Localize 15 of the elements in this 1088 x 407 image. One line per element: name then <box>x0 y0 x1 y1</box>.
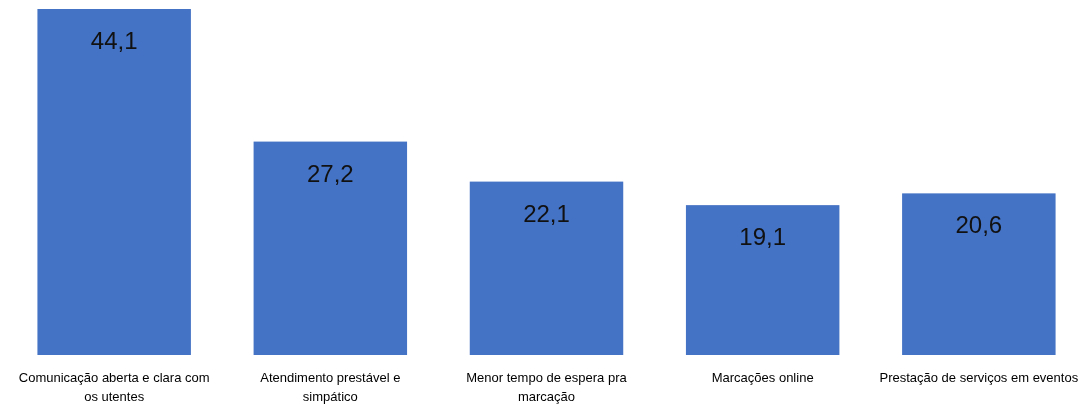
bar <box>685 205 840 355</box>
bar <box>902 193 1056 355</box>
x-tick-label: Prestação de serviços em eventos <box>879 370 1079 385</box>
x-tick-label: Marcações online <box>711 370 814 385</box>
data-label: 27,2 <box>306 159 354 187</box>
x-tick-label: Atendimento prestável e simpático <box>260 370 401 404</box>
bar <box>37 9 191 355</box>
data-label: 44,1 <box>90 27 138 54</box>
x-tick-label: Menor tempo de espera pra marcação <box>466 370 628 404</box>
data-label: 19,1 <box>739 223 787 251</box>
x-tick-label: Comunicação aberta e clara com os utentes <box>18 370 210 404</box>
data-label: 20,6 <box>955 211 1003 239</box>
bar <box>469 181 624 355</box>
bar <box>253 141 408 355</box>
data-label: 22,1 <box>523 199 570 227</box>
